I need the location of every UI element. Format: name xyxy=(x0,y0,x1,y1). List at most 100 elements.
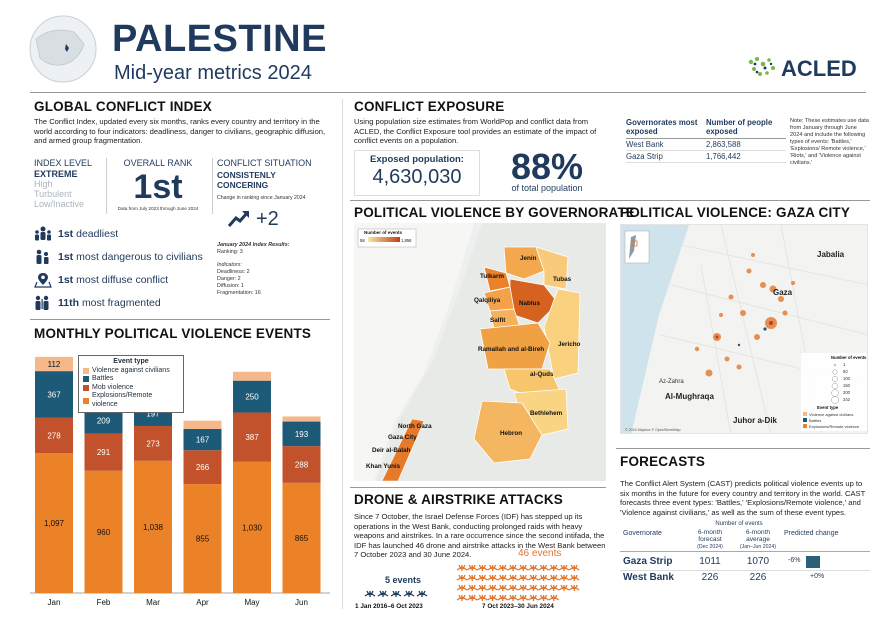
drone-icon xyxy=(456,564,468,571)
indicator-deadliness: Deadliness: 2 xyxy=(217,269,250,275)
exposed-value: 4,630,030 xyxy=(372,166,462,188)
rank-2-num: 1st xyxy=(58,250,74,263)
exposure-table: Governorates most exposed Number of peop… xyxy=(626,118,786,163)
type-vac: Violence against civilians xyxy=(809,412,853,417)
tick-label-jan: Jan xyxy=(48,598,61,607)
gci-sep-2 xyxy=(212,158,213,214)
type-explosions: Explosions/Remote violence xyxy=(809,424,860,429)
data-label-mob-mar: 273 xyxy=(146,439,160,448)
bar-explosions-mar xyxy=(134,460,172,593)
data-label-vac-jan: 112 xyxy=(48,360,61,369)
level-extreme: EXTREME xyxy=(34,169,78,179)
rank-item-deadliest: 1st deadliest xyxy=(34,222,214,245)
data-label-mob-apr: 266 xyxy=(196,463,210,472)
brand-text: ACLED xyxy=(781,56,857,81)
monthly-divider xyxy=(30,319,330,320)
forecast-col-avg: 6-month average (Jan–Jun 2024) xyxy=(736,529,780,551)
drone-icon xyxy=(538,564,549,571)
exposure-row-2-value: 1,766,442 xyxy=(706,152,741,161)
bar-mob-apr xyxy=(183,450,222,485)
overall-rank-label: OVERALL RANK xyxy=(123,158,193,168)
gaza-label-mughraqa: Al-Mughraqa xyxy=(665,392,714,401)
rank-3-text: most diffuse conflict xyxy=(76,273,169,286)
group-icon xyxy=(35,295,49,310)
forecast-col-forecast: 6-month forecast (Dec 2024) xyxy=(688,529,732,551)
legend-label-explosions: Explosions/Remote violence xyxy=(91,392,153,408)
forecast-col-gov: Governorate xyxy=(623,530,662,537)
legend-swatch-mob xyxy=(83,385,89,392)
rank-list: 1st deadliest 1st most dangerous to civi… xyxy=(34,222,214,314)
drone-icon xyxy=(416,590,428,597)
gaza-size-legend-title: Number of events xyxy=(831,355,867,360)
label-north-gaza: North Gaza xyxy=(398,423,432,430)
drone-icon xyxy=(377,590,389,597)
jan-results-title: January 2024 Index Results: xyxy=(217,242,290,248)
gaza-type-legend-title: Event type xyxy=(817,405,839,410)
indicator-diffusion: Diffusion: 1 xyxy=(217,283,244,289)
type-battles: Battles xyxy=(809,418,821,423)
legend-label-vac: Violence against civilians xyxy=(92,366,170,374)
change-note: Change in ranking since January 2024 xyxy=(217,195,306,201)
drone-icon xyxy=(487,564,498,571)
forecast-row-2-average: 226 xyxy=(749,572,767,583)
drone-icon xyxy=(390,590,402,597)
drone-divider xyxy=(350,487,606,488)
bar-battles-apr xyxy=(183,428,222,451)
forecast-row-2-gov: West Bank xyxy=(623,572,674,583)
data-label-battles-may: 250 xyxy=(245,393,259,402)
data-label-battles-jan: 367 xyxy=(47,390,61,399)
drone-icon xyxy=(558,584,570,591)
drone-icon xyxy=(517,574,529,581)
rank-item-civilians: 1st most dangerous to civilians xyxy=(34,245,214,268)
drone-icon xyxy=(517,594,529,601)
rank-1-num: 1st xyxy=(58,227,74,240)
drone-icon xyxy=(497,584,509,591)
gov-jericho xyxy=(543,288,581,380)
exposure-title: CONFLICT EXPOSURE xyxy=(354,99,505,114)
trend-up-icon xyxy=(226,207,252,234)
data-label-battles-apr: 167 xyxy=(196,436,210,445)
drone-icon xyxy=(528,564,539,571)
gov-map-title: POLITICAL VIOLENCE BY GOVERNORATE xyxy=(354,205,636,220)
drone-icon xyxy=(517,564,529,571)
gov-divider xyxy=(350,200,870,201)
exposure-row-1-value: 2,863,588 xyxy=(706,140,741,149)
label-nablus: Nablus xyxy=(519,300,540,307)
size-100: 100 xyxy=(843,376,851,381)
drone-icon xyxy=(466,564,478,571)
exposure-col-people: Number of people exposed xyxy=(706,118,773,136)
label-bethlehem: Bethlehem xyxy=(530,410,563,417)
exposure-description: Using population size estimates from Wor… xyxy=(354,117,597,146)
forecast-row-1-gov: Gaza Strip xyxy=(623,556,673,567)
bar-mob-may xyxy=(233,412,271,462)
forecast-col-avg-label: 6-month average xyxy=(745,529,771,544)
drone-icon xyxy=(507,574,519,581)
bar-explosions-jan xyxy=(35,453,73,593)
drone-after-icons xyxy=(456,564,580,601)
drone-icon xyxy=(538,594,549,601)
data-label-mob-feb: 291 xyxy=(97,448,111,457)
exposure-note: Note: These estimates use data from Janu… xyxy=(790,118,869,166)
bar-explosions-may xyxy=(233,461,271,593)
drone-icon xyxy=(568,564,580,571)
bar-mob-mar xyxy=(134,426,172,461)
acled-logo: ACLED xyxy=(745,52,865,82)
bar-battles-may xyxy=(233,380,271,413)
label-gaza-city: Gaza City xyxy=(388,434,417,441)
label-salfit: Salfit xyxy=(490,317,506,324)
forecast-col-change: Predicted change xyxy=(784,530,839,537)
rank-2-text: most dangerous to civilians xyxy=(76,250,203,263)
gov-hebron xyxy=(473,400,543,464)
tick-label-mar: Mar xyxy=(146,598,160,607)
tick-label-feb: Feb xyxy=(97,598,111,607)
drone-before-icons xyxy=(364,590,428,597)
legend-swatch-vac xyxy=(83,367,89,374)
table-row: West Bank 2,863,588 xyxy=(626,139,786,151)
drone-icon xyxy=(558,564,570,571)
drone-icon xyxy=(528,594,539,601)
label-qalqiliya: Qalqiliya xyxy=(474,297,501,304)
situation-box: CONFLICT SITUATION CONSISTENLY CONCERING… xyxy=(217,158,327,201)
exposed-percent: 88% xyxy=(510,146,584,187)
legend-label-mob: Mob violence xyxy=(92,383,134,391)
data-label-battles-feb: 209 xyxy=(97,416,111,425)
